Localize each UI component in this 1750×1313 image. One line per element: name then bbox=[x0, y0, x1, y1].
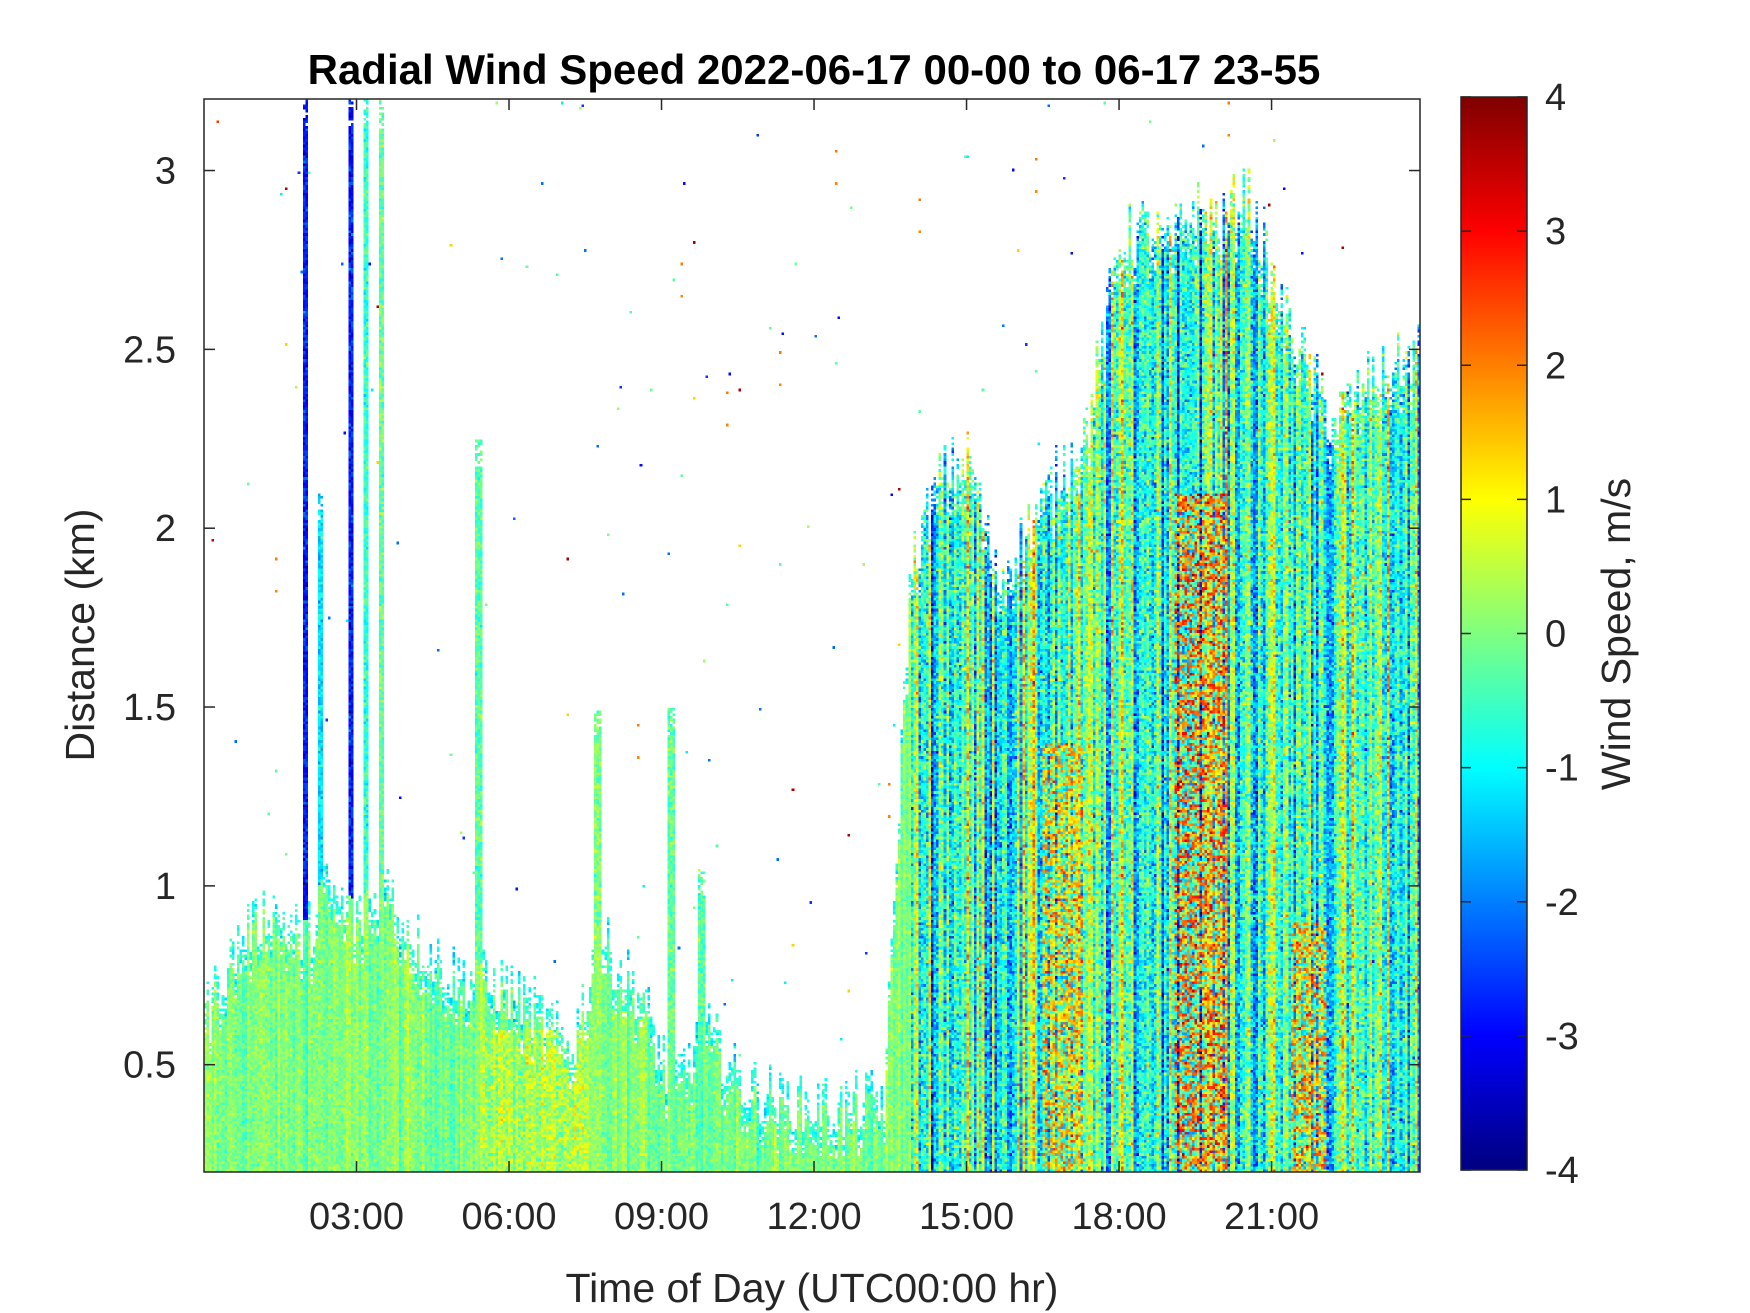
colorbar-ticks: -4 -3 -2 -1 0 1 2 3 4 bbox=[1461, 77, 1579, 1192]
heatmap-image bbox=[204, 99, 1420, 1172]
x-tick-label: 09:00 bbox=[614, 1196, 709, 1238]
colorbar-tick-label: 1 bbox=[1545, 479, 1566, 521]
x-tick-label: 06:00 bbox=[461, 1196, 556, 1238]
x-tick-label: 03:00 bbox=[309, 1196, 404, 1238]
y-tick-label: 2 bbox=[155, 508, 176, 550]
colorbar-gradient bbox=[1460, 96, 1528, 1171]
colorbar-tick-label: 2 bbox=[1545, 345, 1566, 387]
y-tick-label: 1.5 bbox=[123, 687, 176, 729]
colorbar-tick-label: 3 bbox=[1545, 211, 1566, 253]
y-tick-label: 1 bbox=[155, 866, 176, 908]
y-tick-label: 3 bbox=[155, 151, 176, 193]
y-tick-label: 2.5 bbox=[123, 329, 176, 371]
x-axis: 03:00 06:00 09:00 12:00 15:00 18:00 21:00 bbox=[309, 99, 1319, 1238]
heatmap-raster bbox=[204, 99, 1420, 1172]
y-tick-label: 0.5 bbox=[123, 1045, 176, 1087]
x-tick-label: 12:00 bbox=[766, 1196, 861, 1238]
x-tick-label: 18:00 bbox=[1072, 1196, 1167, 1238]
colorbar-label: Wind Speed, m/s bbox=[1593, 478, 1639, 790]
x-axis-label: Time of Day (UTC00:00 hr) bbox=[566, 1265, 1059, 1311]
x-tick-label: 21:00 bbox=[1224, 1196, 1319, 1238]
colorbar-tick-label: -3 bbox=[1545, 1016, 1579, 1058]
colorbar-tick-label: -2 bbox=[1545, 882, 1579, 924]
chart-title: Radial Wind Speed 2022-06-17 00-00 to 06… bbox=[308, 46, 1321, 93]
colorbar: -4 -3 -2 -1 0 1 2 3 4 Wind Speed, m/s bbox=[1460, 77, 1639, 1192]
colorbar-tick-label: -4 bbox=[1545, 1150, 1579, 1192]
x-tick-label: 15:00 bbox=[919, 1196, 1014, 1238]
colorbar-tick-label: -1 bbox=[1545, 748, 1579, 790]
y-axis-label: Distance (km) bbox=[57, 509, 103, 762]
plot-frame bbox=[203, 98, 1421, 1173]
colorbar-tick-label: 0 bbox=[1545, 614, 1566, 656]
y-axis: 0.5 1 1.5 2 2.5 3 bbox=[123, 151, 1420, 1087]
colorbar-tick-label: 4 bbox=[1545, 77, 1566, 119]
